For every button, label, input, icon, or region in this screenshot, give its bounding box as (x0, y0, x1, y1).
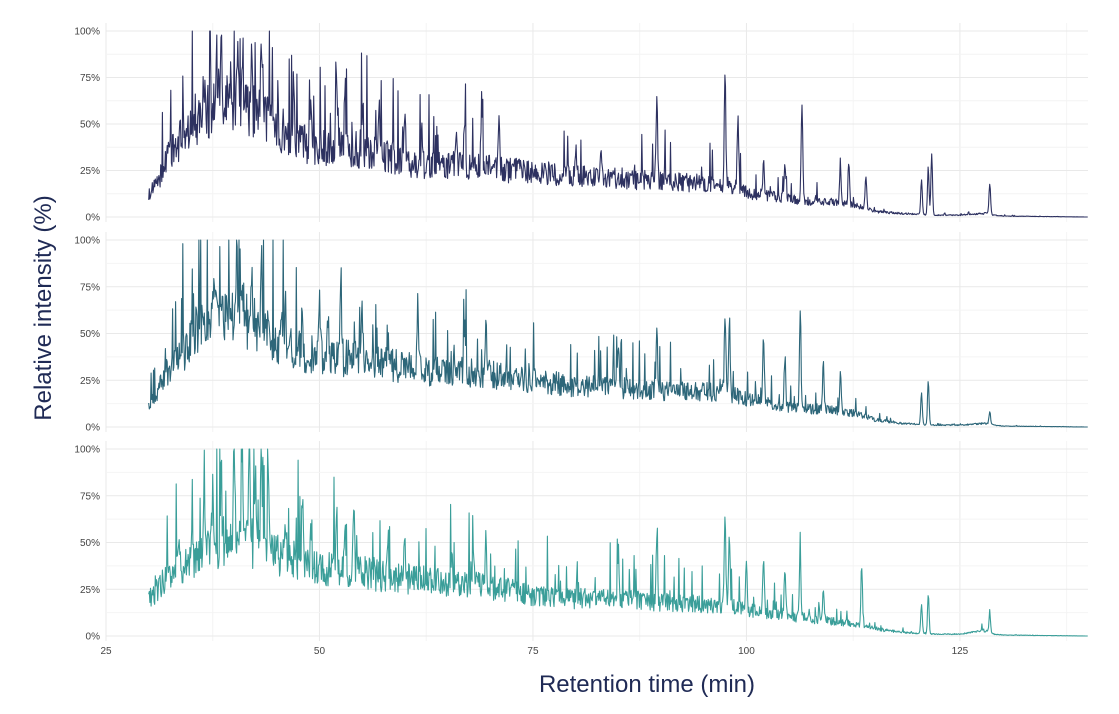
x-tick-label: 125 (952, 646, 969, 657)
x-tick-label: 100 (738, 646, 755, 657)
y-tick-label: 75% (80, 282, 100, 293)
series-line-panel-3 (148, 448, 1088, 637)
y-tick-label: 100% (74, 445, 100, 456)
y-tick-label: 100% (74, 236, 100, 247)
y-tick-label: 0% (86, 423, 101, 434)
x-axis-title: Retention time (min) (539, 671, 755, 698)
y-tick-label: 25% (80, 585, 100, 596)
y-tick-label: 75% (80, 491, 100, 502)
y-tick-label: 25% (80, 376, 100, 387)
y-tick-label: 50% (80, 120, 100, 131)
series-line-panel-2 (148, 239, 1088, 428)
series (148, 30, 1088, 637)
grid (105, 23, 1088, 641)
y-tick-label: 0% (86, 632, 101, 643)
x-tick-label: 50 (314, 646, 326, 657)
y-tick-label: 0% (86, 213, 101, 224)
y-axis-title: Relative intensity (%) (30, 195, 57, 420)
y-tick-label: 50% (80, 538, 100, 549)
x-tick-label: 25 (100, 646, 112, 657)
y-tick-label: 50% (80, 329, 100, 340)
y-tick-label: 75% (80, 73, 100, 84)
x-tick-label: 75 (527, 646, 539, 657)
tick-labels: 0% 25% 50% 75% 100% 0% 25% 50% 75% 100% 0% 25% 50% 75… (74, 27, 968, 658)
series-line-panel-1 (148, 30, 1088, 218)
y-tick-label: 25% (80, 166, 100, 177)
y-tick-label: 100% (74, 27, 100, 38)
